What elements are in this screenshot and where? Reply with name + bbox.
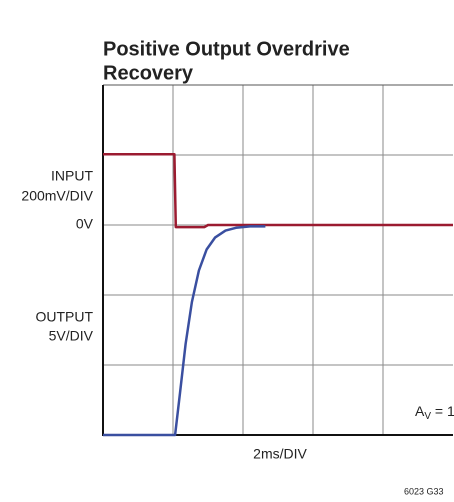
gain-main: A [415,403,425,419]
gain-label: AV = 100 [415,403,454,422]
gain-rest: = 100 [431,403,454,419]
x-axis-label: 2ms/DIV [253,446,307,462]
zero-label: 0V [76,216,94,232]
figure-id: 6023 G33 [404,486,444,496]
scale-label: 5V/DIV [49,328,94,344]
series-label: OUTPUT [35,309,93,325]
gain-sub: V [424,411,431,422]
scale-label: 200mV/DIV [21,188,93,204]
chart-title: Recovery [103,62,194,84]
trace [103,225,266,437]
chart-title: Positive Output Overdrive [103,38,350,60]
series-label: INPUT [51,168,93,184]
trace [103,153,453,229]
